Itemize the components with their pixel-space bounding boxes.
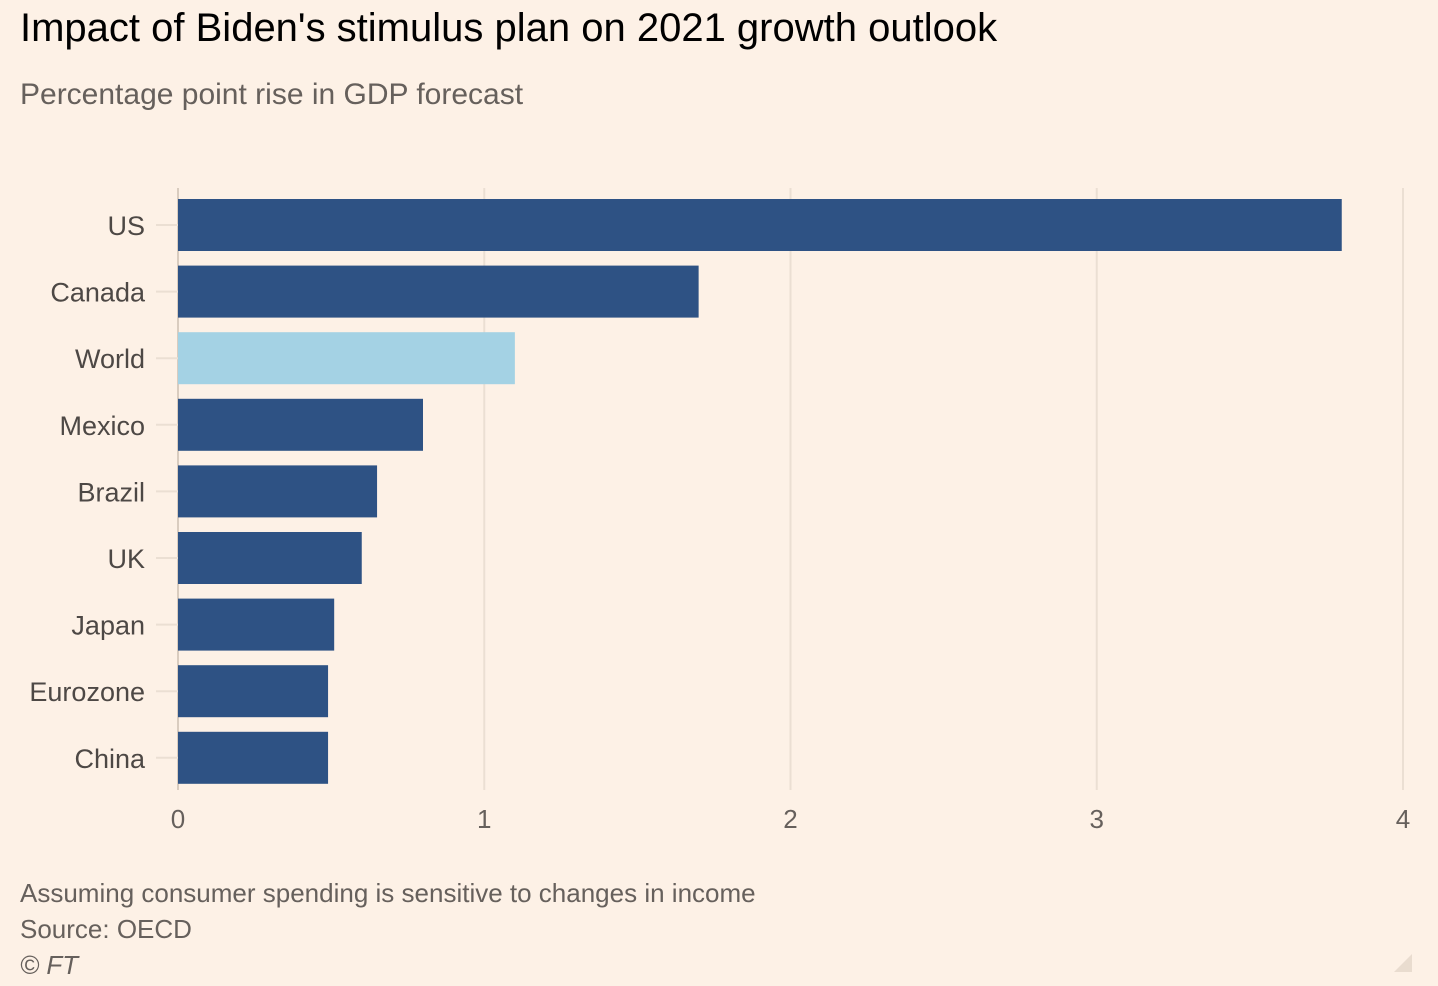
category-label-china: China (74, 744, 146, 774)
bars (178, 199, 1342, 784)
category-label-uk: UK (107, 544, 145, 574)
footnote: Assuming consumer spending is sensitive … (20, 878, 756, 908)
x-tick-label: 2 (783, 804, 797, 834)
bar-mexico (178, 398, 423, 451)
bar-uk (178, 532, 362, 584)
category-label-canada: Canada (50, 278, 146, 308)
source-note: Source: OECD (20, 914, 192, 944)
category-label-japan: Japan (71, 611, 145, 641)
bar-eurozone (178, 665, 329, 718)
category-label-eurozone: Eurozone (29, 677, 145, 707)
bar-japan (178, 598, 335, 651)
bar-brazil (178, 465, 378, 518)
x-tick-labels: 0 1 2 3 4 (171, 804, 1410, 834)
category-label-brazil: Brazil (77, 477, 145, 507)
x-tick-label: 0 (171, 804, 185, 834)
category-label-mexico: Mexico (59, 411, 145, 441)
x-tick-label: 4 (1396, 804, 1410, 834)
bar-world (178, 332, 515, 385)
category-label-world: World (75, 344, 145, 374)
ft-credit: © FT (20, 950, 79, 980)
bar-canada (178, 265, 699, 318)
bar-us (178, 199, 1342, 251)
x-tick-label: 3 (1090, 804, 1104, 834)
bar-china (178, 731, 329, 784)
x-tick-label: 1 (477, 804, 491, 834)
category-labels: US Canada World Mexico Brazil UK Japan Eurozone… (29, 211, 178, 774)
chart-title: Impact of Biden's stimulus plan on 2021 … (20, 6, 998, 50)
category-label-us: US (107, 211, 145, 241)
resize-corner-icon (1394, 954, 1412, 972)
chart-subtitle: Percentage point rise in GDP forecast (20, 78, 524, 111)
